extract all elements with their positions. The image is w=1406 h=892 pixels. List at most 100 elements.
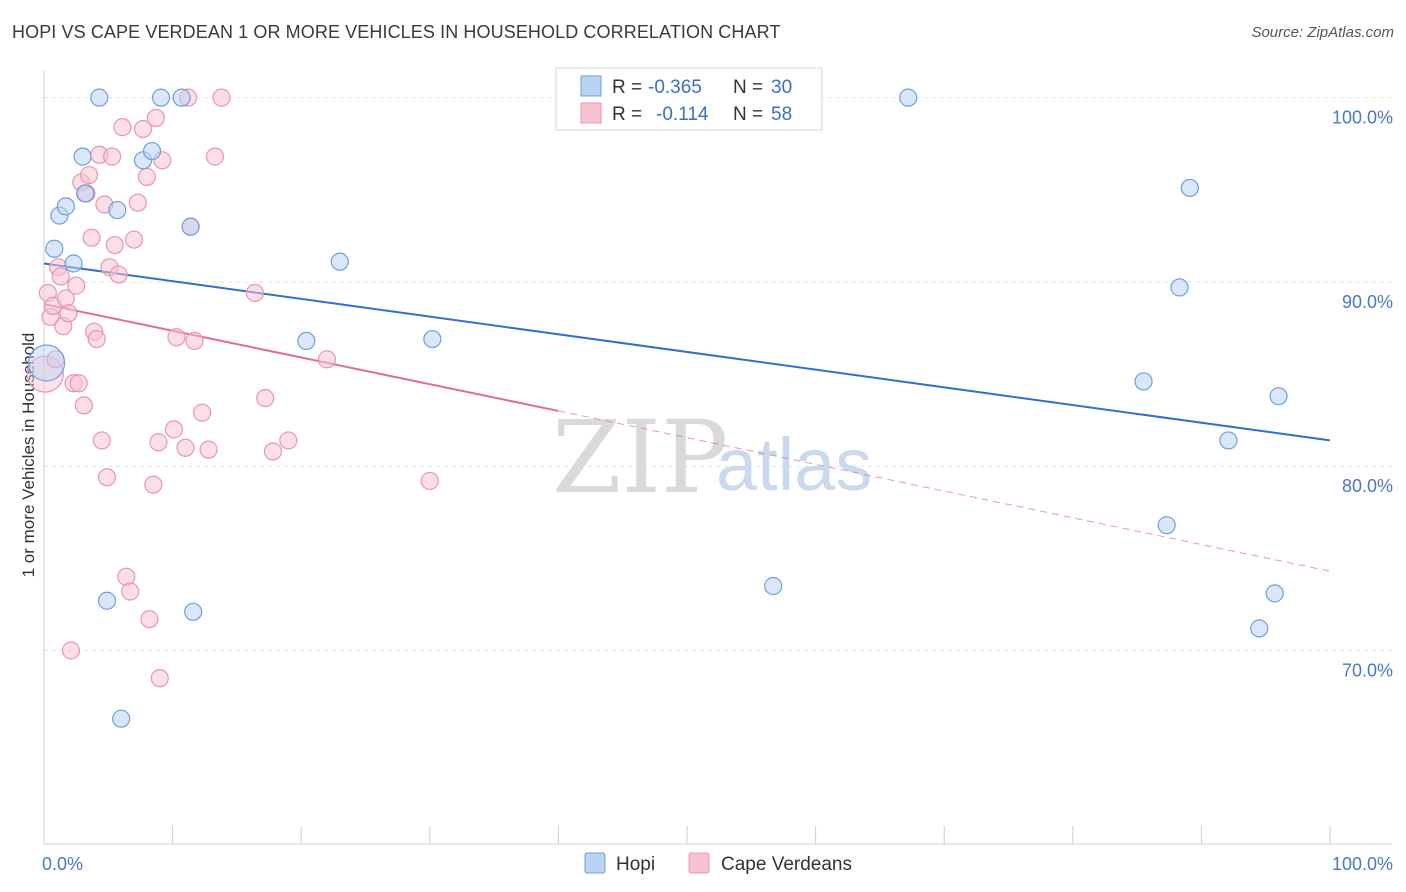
hopi-series-swatch	[584, 852, 606, 874]
hopi-point-27	[1250, 619, 1269, 638]
watermark-atlas: atlas	[716, 423, 872, 506]
x-tick-labels: 0.0% 100.0%	[42, 854, 1393, 874]
cape-point-55	[279, 431, 298, 450]
y-tick-label-1: 90.0%	[1342, 292, 1393, 312]
hopi-point-16	[184, 602, 203, 621]
hopi-point-9	[108, 200, 127, 220]
cape-point-6	[51, 267, 70, 286]
cape-n-label: N =	[733, 104, 763, 125]
x-tick-label-0: 0.0%	[42, 854, 83, 874]
hopi-point-12	[142, 141, 162, 161]
stats-legend: R = -0.365 N = 30 R = -0.114 N = 58	[555, 67, 823, 131]
cape-point-57	[420, 471, 439, 491]
cape-r-value: -0.114	[656, 104, 709, 125]
watermark: ZIP atlas	[552, 399, 872, 516]
hopi-point-23	[1157, 516, 1176, 535]
cape-trend-line	[43, 303, 559, 412]
cape-point-9	[59, 304, 78, 323]
hopi-legend-swatch	[580, 75, 602, 97]
cape-point-24	[97, 468, 117, 487]
hopi-point-4	[64, 254, 83, 273]
cape-point-34	[133, 119, 153, 139]
cape-point-36	[140, 610, 159, 629]
hopi-r-label: R =	[612, 77, 642, 98]
cape-n-value: 58	[771, 104, 792, 125]
hopi-point-29	[1269, 387, 1288, 406]
cape-point-38	[146, 108, 165, 128]
cape-point-33	[128, 193, 147, 212]
hopi-point-18	[330, 252, 349, 271]
chart-title: HOPI VS CAPE VERDEAN 1 OR MORE VEHICLES …	[12, 22, 781, 42]
cape-series-swatch	[688, 852, 710, 874]
hopi-point-25	[1180, 178, 1199, 198]
cape-point-35	[137, 167, 156, 186]
cape-point-42	[164, 420, 183, 439]
cape-point-10	[61, 641, 81, 660]
cape-point-20	[87, 329, 106, 349]
cape-point-47	[185, 331, 204, 350]
hopi-points	[27, 88, 1288, 728]
cape-point-48	[193, 403, 212, 422]
hopi-point-17	[297, 331, 316, 350]
cape-point-54	[263, 442, 283, 461]
cape-point-56	[317, 350, 337, 369]
y-tick-label-2: 80.0%	[1342, 476, 1393, 496]
hopi-point-14	[172, 88, 191, 107]
watermark-zip: ZIP	[552, 399, 728, 516]
cape-point-43	[167, 328, 186, 347]
cape-point-13	[69, 374, 88, 393]
hopi-point-10	[112, 709, 131, 728]
cape-point-15	[74, 396, 93, 415]
cape-point-12	[67, 276, 86, 295]
cape-legend-swatch	[580, 102, 602, 124]
cape-point-27	[105, 235, 124, 255]
cape-point-37	[144, 475, 163, 494]
hopi-point-5	[73, 147, 92, 166]
cape-point-18	[82, 228, 101, 247]
hopi-point-7	[90, 88, 109, 107]
cape-point-26	[103, 147, 122, 166]
cape-point-49	[199, 440, 218, 459]
cape-point-52	[245, 283, 265, 303]
hopi-point-26	[1219, 431, 1238, 450]
cape-verdeans-points	[26, 88, 439, 688]
cape-point-31	[121, 582, 140, 601]
hopi-point-21	[899, 88, 918, 107]
x-tick-label-1: 100.0%	[1332, 854, 1393, 874]
cape-point-41	[150, 669, 169, 688]
y-tick-labels: 100.0% 90.0% 80.0% 70.0%	[1332, 108, 1393, 681]
source-label: Source: ZipAtlas.com	[1251, 24, 1394, 41]
cape-point-53	[256, 388, 275, 408]
series-legend: Hopi Cape Verdeans	[584, 852, 852, 875]
cape-point-50	[205, 147, 225, 166]
x-tick-marks	[43, 826, 1331, 844]
cape-point-28	[109, 265, 128, 284]
hopi-point-28	[1265, 584, 1284, 603]
cape-point-17	[79, 165, 99, 185]
hopi-n-value: 30	[771, 77, 792, 98]
hopi-series-label: Hopi	[616, 854, 655, 875]
hopi-r-value: -0.365	[648, 77, 702, 98]
hopi-point-8	[97, 591, 117, 610]
cape-point-22	[92, 431, 111, 450]
hopi-point-24	[1170, 278, 1189, 297]
hopi-point-22	[1134, 372, 1153, 391]
cape-point-51	[212, 88, 231, 107]
hopi-point-13	[151, 88, 171, 107]
hopi-point-3	[56, 197, 75, 216]
y-axis-label: 1 or more Vehicles in Household	[19, 333, 38, 578]
cape-point-32	[124, 230, 144, 249]
cape-point-39	[149, 433, 168, 452]
hopi-point-15	[181, 217, 200, 236]
y-tick-label-3: 70.0%	[1342, 661, 1393, 681]
hopi-point-6	[76, 184, 95, 203]
hopi-point-1	[45, 239, 64, 258]
cape-series-label: Cape Verdeans	[721, 854, 852, 875]
hopi-n-label: N =	[733, 77, 763, 98]
axes	[43, 70, 1392, 845]
cape-r-label: R =	[612, 104, 642, 125]
hopi-point-20	[764, 576, 783, 596]
cape-point-29	[113, 118, 132, 137]
cape-point-45	[176, 438, 195, 457]
